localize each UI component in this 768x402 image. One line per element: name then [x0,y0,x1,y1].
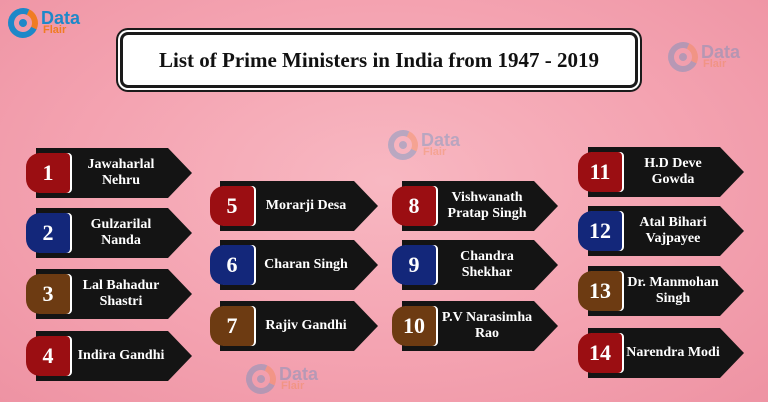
minister-name: Chandra Shekhar [460,248,514,280]
minister-name: Atal Bihari Vajpayee [639,214,707,246]
minister-name: Charan Singh [264,256,348,272]
minister-name: Dr. Manmohan Singh [627,274,719,306]
number-badge: 12 [578,211,622,251]
number-badge: 6 [210,245,254,285]
minister-item-12: 12 Atal Bihari Vajpayee [578,206,744,256]
logo-line1: Data [41,7,81,28]
minister-item-13: 13 Dr. Manmohan Singh [578,266,744,316]
minister-name: Morarji Desa [265,197,347,213]
minister-name: H.D Deve Gowda [644,155,702,187]
number-badge: 5 [210,186,254,226]
minister-item-3: 3 Lal Bahadur Shastri [26,269,192,319]
minister-name: Rajiv Gandhi [265,317,347,333]
watermark-logo: Data Flair [663,37,740,77]
dataflair-logo: Data Flair [3,3,81,43]
minister-name: Gulzarilal Nanda [90,216,152,248]
minister-item-4: 4 Indira Gandhi [26,331,192,381]
minister-item-2: 2 Gulzarilal Nanda [26,208,192,258]
minister-name: P.V Narasimha Rao [441,309,533,341]
minister-item-6: 6 Charan Singh [210,240,378,290]
minister-name: Narendra Modi [626,344,720,360]
minister-item-14: 14 Narendra Modi [578,328,744,378]
minister-item-10: 10 P.V Narasimha Rao [392,301,558,351]
minister-item-7: 7 Rajiv Gandhi [210,301,378,351]
number-badge: 3 [26,274,70,314]
minister-item-9: 9 Chandra Shekhar [392,240,558,290]
number-badge: 4 [26,336,70,376]
number-badge: 2 [26,213,70,253]
number-badge: 9 [392,245,436,285]
minister-name: Jawaharlal Nehru [87,156,155,188]
dataflair-logo-icon [3,3,43,43]
minister-item-5: 5 Morarji Desa [210,181,378,231]
number-badge: 8 [392,186,436,226]
number-badge: 10 [392,306,436,346]
minister-name: Indira Gandhi [77,347,165,363]
minister-item-8: 8 Vishwanath Pratap Singh [392,181,558,231]
watermark-logo: Data Flair [383,125,460,165]
page-title: List of Prime Ministers in India from 19… [120,32,638,88]
minister-name: Vishwanath Pratap Singh [447,189,527,221]
logo-line2: Flair [43,24,67,37]
minister-name: Lal Bahadur Shastri [82,277,160,309]
watermark-logo-icon [663,37,703,77]
number-badge: 7 [210,306,254,346]
watermark-logo: Data Flair [241,359,318,399]
number-badge: 1 [26,153,70,193]
number-badge: 13 [578,271,622,311]
number-badge: 14 [578,333,622,373]
minister-item-1: 1 Jawaharlal Nehru [26,148,192,198]
minister-item-11: 11 H.D Deve Gowda [578,147,744,197]
number-badge: 11 [578,152,622,192]
watermark-logo-icon [241,359,281,399]
watermark-logo-icon [383,125,423,165]
